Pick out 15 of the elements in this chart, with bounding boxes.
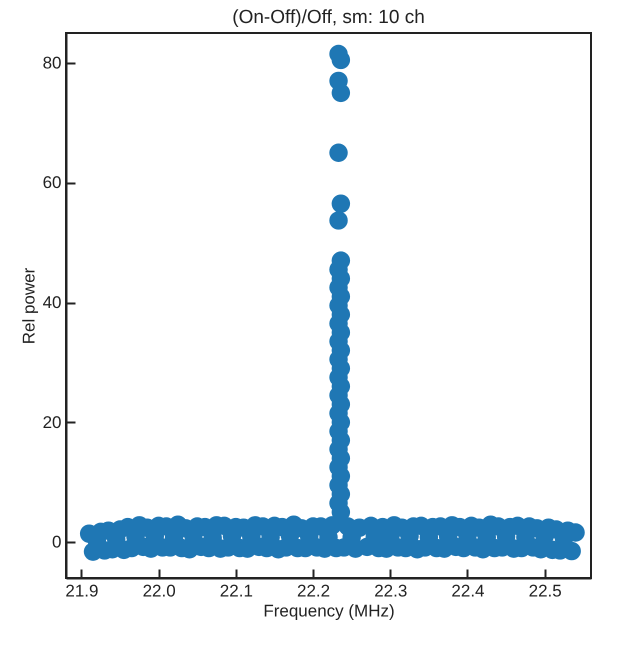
y-axis-title: Rel power xyxy=(20,267,39,344)
x-tick-label: 22.2 xyxy=(297,582,330,600)
x-tick-label: 22.0 xyxy=(142,582,176,600)
x-tick-label: 22.4 xyxy=(451,582,485,600)
y-tick-label: 0 xyxy=(52,532,62,552)
x-tick-label: 22.3 xyxy=(374,582,408,600)
chart-title: (On-Off)/Off, sm: 10 ch xyxy=(232,7,425,28)
y-tick-label: 20 xyxy=(42,412,62,432)
x-tick-label: 22.5 xyxy=(528,582,562,600)
x-tick-label: 22.1 xyxy=(220,582,253,600)
y-tick-label: 40 xyxy=(42,293,62,312)
y-tick-label: 80 xyxy=(42,53,62,72)
y-tick-label: 60 xyxy=(42,173,62,192)
x-axis-title: Frequency (MHz) xyxy=(263,602,395,620)
x-tick-label: 21.9 xyxy=(65,582,98,600)
